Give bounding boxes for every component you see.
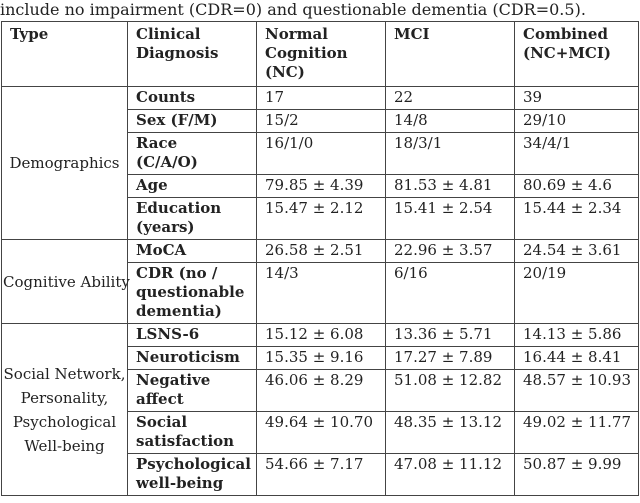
value-cell-combined: 20/19 <box>514 262 639 324</box>
table-row: Social Network, Personality, Psychologic… <box>1 323 639 496</box>
value-cell-combined: 50.87 ± 9.99 <box>514 453 639 496</box>
value-cell-mci: 81.53 ± 4.81 <box>385 174 515 198</box>
value-cell-combined: 16.44 ± 8.41 <box>514 346 639 370</box>
table-row: Social satisfaction 49.64 ± 10.70 48.35 ± … <box>2 411 639 454</box>
value-cell-nc: 79.85 ± 4.39 <box>256 174 386 198</box>
table-row: Neuroticism 15.35 ± 9.16 17.27 ± 7.89 16.44… <box>2 346 639 370</box>
header-row: Type Clinical Diagnosis Normal Cognition… <box>1 21 639 87</box>
value-cell-nc: 17 <box>256 86 386 110</box>
row-label-cell: LSNS-6 <box>127 323 257 347</box>
value-cell-combined: 29/10 <box>514 109 639 133</box>
value-cell-mci: 22 <box>385 86 515 110</box>
table-row: Race (C/A/O) 16/1/0 18/3/1 34/4/1 <box>2 132 639 175</box>
row-label-cell: Psychological well-being <box>127 453 257 496</box>
row-label-cell: Education (years) <box>127 197 257 240</box>
table-body: Demographics Counts 17 22 39 Sex (F/M) 15/2 14/… <box>1 86 639 496</box>
value-cell-combined: 39 <box>514 86 639 110</box>
value-cell-mci: 18/3/1 <box>385 132 515 175</box>
value-cell-nc: 14/3 <box>256 262 386 324</box>
table-row: CDR (no / questionable dementia) 14/3 6/16… <box>2 262 639 324</box>
value-cell-nc: 15.12 ± 6.08 <box>256 323 386 347</box>
row-label-cell: CDR (no / questionable dementia) <box>127 262 257 324</box>
type-group-cell: Demographics <box>1 86 128 240</box>
value-cell-mci: 13.36 ± 5.71 <box>385 323 515 347</box>
row-label-cell: Race (C/A/O) <box>127 132 257 175</box>
table-row: Negative affect 46.06 ± 8.29 51.08 ± 12.82… <box>2 369 639 412</box>
row-label-cell: Negative affect <box>127 369 257 412</box>
col-header-combined: Combined (NC+MCI) <box>514 21 639 87</box>
value-cell-mci: 17.27 ± 7.89 <box>385 346 515 370</box>
value-cell-mci: 48.35 ± 13.12 <box>385 411 515 454</box>
row-label-cell: Neuroticism <box>127 346 257 370</box>
row-label-cell: Sex (F/M) <box>127 109 257 133</box>
value-cell-combined: 24.54 ± 3.61 <box>514 239 639 263</box>
col-header-mci: MCI <box>385 21 515 87</box>
value-cell-nc: 54.66 ± 7.17 <box>256 453 386 496</box>
value-cell-nc: 16/1/0 <box>256 132 386 175</box>
table-row: Psychological well-being 54.66 ± 7.17 47.0… <box>2 453 639 496</box>
value-cell-combined: 80.69 ± 4.6 <box>514 174 639 198</box>
value-cell-combined: 34/4/1 <box>514 132 639 175</box>
table-row: Demographics Counts 17 22 39 <box>1 86 639 240</box>
table-row: Sex (F/M) 15/2 14/8 29/10 <box>2 109 639 133</box>
col-header-normal-cognition: Normal Cognition (NC) <box>256 21 386 87</box>
value-cell-nc: 15.35 ± 9.16 <box>256 346 386 370</box>
type-group-cell: Cognitive Ability <box>1 239 130 324</box>
value-cell-mci: 51.08 ± 12.82 <box>385 369 515 412</box>
value-cell-nc: 46.06 ± 8.29 <box>256 369 386 412</box>
type-group-cell: Social Network, Personality, Psychologic… <box>1 323 128 496</box>
row-label-cell: Age <box>127 174 257 198</box>
value-cell-combined: 15.44 ± 2.34 <box>514 197 639 240</box>
value-cell-mci: 6/16 <box>385 262 515 324</box>
value-cell-mci: 15.41 ± 2.54 <box>385 197 515 240</box>
col-header-clinical-diagnosis: Clinical Diagnosis <box>127 21 257 87</box>
value-cell-mci: 22.96 ± 3.57 <box>385 239 515 263</box>
value-cell-combined: 14.13 ± 5.86 <box>514 323 639 347</box>
participant-characteristics-table: Type Clinical Diagnosis Normal Cognition… <box>1 21 639 496</box>
table-caption: include no impairment (CDR=0) and questi… <box>0 0 586 19</box>
value-cell-nc: 15.47 ± 2.12 <box>256 197 386 240</box>
value-cell-combined: 48.57 ± 10.93 <box>514 369 639 412</box>
value-cell-nc: 49.64 ± 10.70 <box>256 411 386 454</box>
value-cell-mci: 47.08 ± 11.12 <box>385 453 515 496</box>
row-label-cell: Counts <box>127 86 257 110</box>
value-cell-combined: 49.02 ± 11.77 <box>514 411 639 454</box>
col-header-type: Type <box>1 21 128 87</box>
value-cell-nc: 15/2 <box>256 109 386 133</box>
row-label-cell: Social satisfaction <box>127 411 257 454</box>
value-cell-nc: 26.58 ± 2.51 <box>256 239 386 263</box>
row-label-cell: MoCA <box>127 239 257 263</box>
table-row: Cognitive Ability MoCA 26.58 ± 2.51 22.96 ±… <box>1 239 639 324</box>
value-cell-mci: 14/8 <box>385 109 515 133</box>
